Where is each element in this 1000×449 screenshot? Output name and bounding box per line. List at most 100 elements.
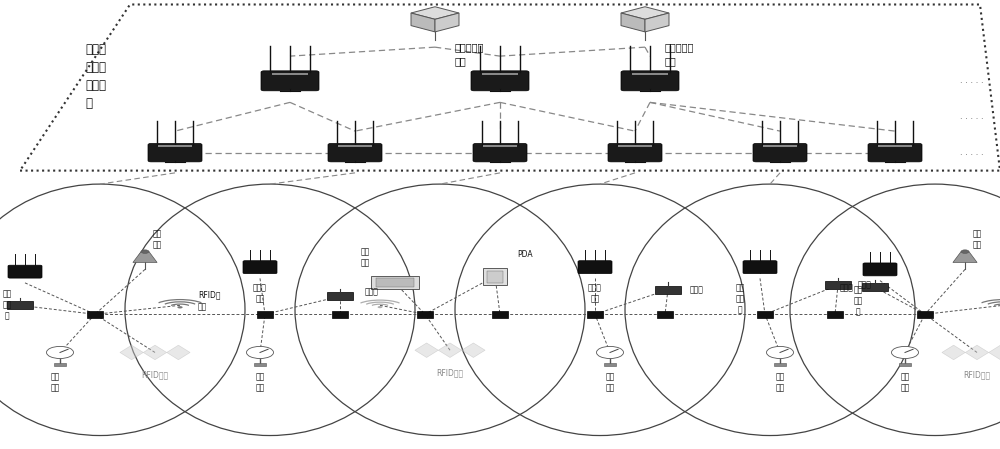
Text: 电子
看板: 电子 看板: [361, 247, 370, 267]
Bar: [272, 73, 308, 75]
Text: 无线
仪表: 无线 仪表: [50, 373, 60, 393]
FancyBboxPatch shape: [753, 144, 807, 162]
Bar: [604, 363, 616, 366]
FancyBboxPatch shape: [328, 144, 382, 162]
FancyBboxPatch shape: [863, 263, 897, 276]
Polygon shape: [989, 345, 1000, 360]
Bar: [332, 311, 348, 318]
Bar: [827, 311, 843, 318]
Bar: [483, 145, 517, 147]
Bar: [87, 311, 103, 318]
Polygon shape: [120, 345, 143, 360]
Text: 无线
仪表: 无线 仪表: [255, 373, 265, 393]
Bar: [632, 73, 668, 75]
Text: 视频
监测: 视频 监测: [973, 229, 982, 249]
Polygon shape: [645, 13, 669, 32]
Bar: [417, 311, 433, 318]
Bar: [657, 311, 673, 318]
Text: 制造物联网
网关: 制造物联网 网关: [665, 43, 694, 66]
Text: 无线
控制
器: 无线 控制 器: [735, 283, 745, 314]
Bar: [257, 311, 273, 318]
Text: RFID标签: RFID标签: [141, 370, 169, 379]
FancyBboxPatch shape: [243, 261, 277, 273]
FancyBboxPatch shape: [578, 261, 612, 273]
Circle shape: [767, 347, 794, 358]
Bar: [917, 311, 933, 318]
Circle shape: [378, 306, 382, 308]
Bar: [483, 268, 507, 285]
FancyBboxPatch shape: [621, 71, 679, 91]
FancyBboxPatch shape: [8, 265, 42, 278]
Circle shape: [177, 306, 183, 308]
Polygon shape: [438, 343, 462, 357]
Text: RFID读
写器: RFID读 写器: [198, 291, 220, 311]
Bar: [54, 363, 66, 366]
Text: RFID标签: RFID标签: [963, 370, 991, 379]
Text: 无线控
制器: 无线控 制器: [253, 283, 267, 304]
FancyBboxPatch shape: [261, 71, 319, 91]
Circle shape: [596, 347, 624, 358]
Text: . . . . .: . . . . .: [960, 112, 984, 121]
Polygon shape: [411, 13, 435, 32]
Circle shape: [892, 347, 918, 358]
Text: 无线
控制
器: 无线 控制 器: [2, 290, 12, 321]
Text: 制造物联网
网关: 制造物联网 网关: [455, 43, 484, 66]
FancyBboxPatch shape: [148, 144, 202, 162]
Polygon shape: [953, 251, 977, 263]
FancyBboxPatch shape: [868, 144, 922, 162]
Bar: [7, 301, 33, 309]
Polygon shape: [965, 345, 989, 360]
Bar: [327, 292, 353, 300]
Polygon shape: [462, 343, 485, 357]
Bar: [371, 277, 419, 289]
Polygon shape: [411, 7, 459, 19]
Bar: [158, 145, 192, 147]
FancyBboxPatch shape: [608, 144, 662, 162]
Bar: [878, 145, 912, 147]
Bar: [655, 286, 681, 294]
Polygon shape: [167, 345, 190, 360]
Bar: [825, 281, 851, 289]
Polygon shape: [621, 7, 669, 19]
FancyBboxPatch shape: [471, 71, 529, 91]
Text: 传感器: 传感器: [839, 283, 853, 292]
Bar: [899, 363, 911, 366]
Circle shape: [47, 347, 74, 358]
FancyBboxPatch shape: [743, 261, 777, 273]
Bar: [587, 311, 603, 318]
Circle shape: [141, 250, 149, 253]
Bar: [254, 363, 266, 366]
Text: RFID标签: RFID标签: [436, 368, 464, 377]
Bar: [618, 145, 652, 147]
Polygon shape: [133, 251, 157, 263]
Polygon shape: [621, 13, 645, 32]
Text: 传感器: 传感器: [365, 287, 379, 296]
Bar: [482, 73, 518, 75]
Polygon shape: [415, 343, 438, 357]
Text: . . . . .: . . . . .: [960, 76, 984, 85]
Bar: [338, 145, 372, 147]
Circle shape: [246, 347, 274, 358]
Text: 无线多
跳骨干
传输网
络: 无线多 跳骨干 传输网 络: [85, 43, 106, 110]
FancyBboxPatch shape: [473, 144, 527, 162]
Bar: [487, 271, 503, 282]
Text: 无线
控制
器: 无线 控制 器: [853, 286, 863, 317]
Bar: [492, 311, 508, 318]
Text: PDA: PDA: [517, 250, 533, 259]
Text: 无线控
制器: 无线控 制器: [588, 283, 602, 304]
Bar: [763, 145, 797, 147]
Bar: [862, 283, 888, 291]
Text: 传感器: 传感器: [690, 285, 704, 294]
Polygon shape: [942, 345, 965, 360]
Text: 无线
仪表: 无线 仪表: [900, 373, 910, 393]
Bar: [774, 363, 786, 366]
Bar: [757, 311, 773, 318]
Text: 视频
监测: 视频 监测: [153, 229, 162, 249]
Text: 传感器: 传感器: [858, 281, 872, 290]
Circle shape: [961, 250, 969, 253]
Text: 无线
仪表: 无线 仪表: [775, 373, 785, 393]
Polygon shape: [143, 345, 167, 360]
Polygon shape: [435, 13, 459, 32]
Text: . . . . .: . . . . .: [960, 148, 984, 157]
Text: 无线
仪表: 无线 仪表: [605, 373, 615, 393]
